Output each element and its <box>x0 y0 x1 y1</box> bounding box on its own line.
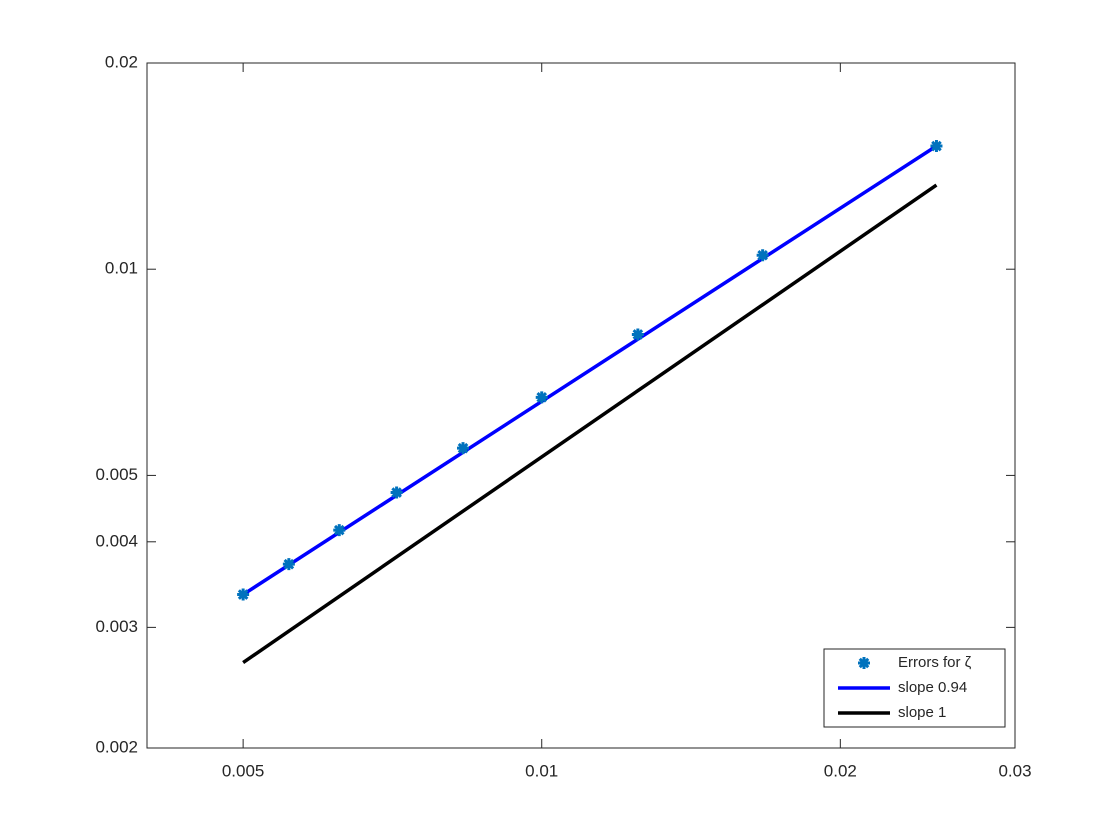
data-point <box>756 249 769 262</box>
legend-marker <box>858 657 870 669</box>
plot-area <box>146 62 1016 749</box>
data-point <box>930 140 943 153</box>
y-tick-label: 0.002 <box>95 737 138 756</box>
y-tick-label: 0.01 <box>105 259 138 278</box>
series-line <box>242 183 938 665</box>
legend-label: slope 1 <box>898 704 946 721</box>
data-point <box>535 391 548 404</box>
data-point <box>631 328 644 341</box>
x-tick-label: 0.005 <box>222 761 265 780</box>
series-line <box>242 144 938 597</box>
data-point <box>333 524 346 537</box>
data-point <box>282 558 295 571</box>
y-tick-label: 0.004 <box>95 531 138 550</box>
x-tick-label: 0.02 <box>824 761 857 780</box>
data-point <box>237 588 250 601</box>
y-tick-label: 0.003 <box>95 617 138 636</box>
x-tick-label: 0.01 <box>525 761 558 780</box>
legend-label: Errors for ζ <box>898 654 972 671</box>
x-tick-label: 0.03 <box>998 761 1031 780</box>
y-tick-label: 0.005 <box>95 465 138 484</box>
y-tick-label: 0.02 <box>105 52 138 71</box>
data-point <box>390 486 403 499</box>
data-point <box>457 442 470 455</box>
legend-label: slope 0.94 <box>898 679 967 696</box>
